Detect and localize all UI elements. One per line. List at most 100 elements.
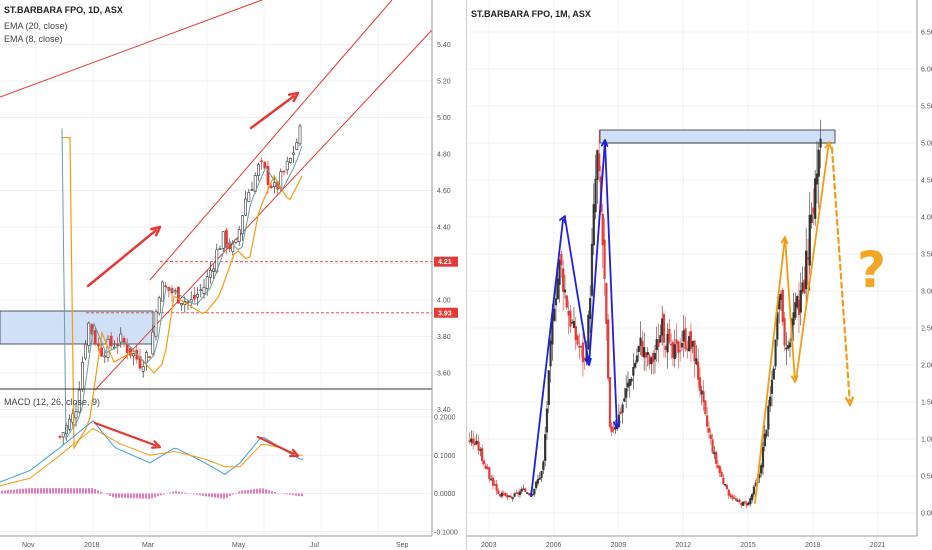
monthly-candle bbox=[524, 488, 527, 493]
price-axis-label: 3.60 bbox=[437, 371, 451, 378]
orange-swing-arrow-3 bbox=[795, 144, 830, 381]
monthly-candle bbox=[738, 499, 741, 502]
daily-candle bbox=[272, 182, 276, 187]
monthly-candle bbox=[646, 352, 649, 356]
orange-swing-arrow-1 bbox=[754, 239, 786, 504]
level-tag-bg bbox=[434, 307, 458, 318]
time-axis-label: 2006 bbox=[546, 542, 562, 549]
monthly-candle bbox=[677, 341, 680, 353]
price-axis-label: 1.50 bbox=[921, 400, 932, 407]
monthly-candle bbox=[643, 347, 646, 358]
monthly-candle bbox=[553, 308, 556, 321]
monthly-candle bbox=[484, 465, 487, 469]
price-axis-label: 3.00 bbox=[921, 289, 932, 296]
monthly-candle bbox=[742, 501, 745, 506]
monthly-candle bbox=[806, 257, 810, 260]
daily-candle bbox=[58, 436, 62, 438]
monthly-candle bbox=[679, 350, 682, 352]
bullish-arrow-2-head bbox=[287, 91, 300, 103]
monthly-candle bbox=[783, 318, 786, 346]
monthly-candle bbox=[725, 484, 729, 490]
ema8-legend[interactable]: EMA (8, close) bbox=[4, 34, 63, 44]
price-axis-label: 0.50 bbox=[921, 474, 932, 481]
monthly-candle bbox=[574, 325, 577, 340]
macd-line bbox=[0, 420, 303, 483]
price-axis-label: 5.40 bbox=[437, 42, 451, 49]
daily-candle bbox=[228, 243, 232, 249]
monthly-candle bbox=[684, 328, 687, 350]
daily-candle bbox=[260, 160, 264, 163]
monthly-candle bbox=[680, 342, 684, 348]
signal-line bbox=[0, 427, 303, 487]
daily-candle bbox=[151, 331, 155, 355]
monthly-candle bbox=[761, 446, 765, 468]
daily-candle bbox=[129, 348, 132, 356]
time-axis-label: 2003 bbox=[481, 542, 497, 549]
daily-candle bbox=[250, 189, 254, 191]
time-axis-label: 2021 bbox=[870, 542, 886, 549]
daily-candle bbox=[74, 411, 78, 419]
daily-candle bbox=[125, 344, 129, 354]
monthly-candle bbox=[815, 173, 819, 185]
monthly-candle bbox=[731, 495, 734, 499]
monthly-candle bbox=[589, 298, 592, 319]
daily-candle bbox=[154, 311, 158, 337]
monthly-candle bbox=[668, 328, 671, 343]
monthly-candle bbox=[623, 398, 626, 402]
monthly-candle bbox=[538, 477, 541, 480]
monthly-candle bbox=[670, 343, 673, 346]
daily-candle bbox=[180, 303, 184, 306]
daily-candle bbox=[186, 301, 190, 304]
monthly-candle bbox=[727, 489, 730, 496]
monthly-candle bbox=[787, 345, 790, 349]
daily-candle bbox=[132, 353, 136, 357]
time-axis-label: Mar bbox=[142, 542, 155, 549]
monthly-candle bbox=[509, 496, 513, 498]
monthly-candle bbox=[695, 358, 698, 365]
price-axis-label: 4.00 bbox=[437, 298, 451, 305]
monthly-chart-title[interactable]: ST.BARBARA FPO, 1M, ASX bbox=[471, 9, 591, 19]
daily-chart-canvas[interactable]: 5.405.205.004.804.604.404.204.003.803.60… bbox=[0, 0, 466, 550]
monthly-candle bbox=[495, 483, 498, 491]
monthly-candle bbox=[770, 379, 774, 394]
monthly-candle bbox=[587, 314, 590, 349]
monthly-candle bbox=[747, 502, 750, 505]
macd-legend[interactable]: MACD (12, 26, close, 9) bbox=[4, 397, 101, 407]
price-axis-label: 2.00 bbox=[921, 363, 932, 370]
daily-chart-panel[interactable]: 5.405.205.004.804.604.404.204.003.803.60… bbox=[0, 0, 466, 550]
time-axis-label: 2018 bbox=[84, 542, 100, 549]
daily-candle bbox=[116, 344, 120, 346]
price-axis-label: 0.00 bbox=[921, 511, 932, 518]
monthly-candle bbox=[477, 441, 480, 451]
daily-chart-title[interactable]: ST.BARBARA FPO, 1D, ASX bbox=[4, 5, 123, 15]
monthly-candle bbox=[749, 498, 752, 504]
monthly-candle bbox=[634, 362, 637, 368]
daily-candle bbox=[61, 432, 65, 438]
monthly-candle bbox=[671, 342, 675, 358]
ema20-legend[interactable]: EMA (20, close) bbox=[4, 21, 68, 31]
daily-candle bbox=[218, 248, 222, 250]
monthly-candle bbox=[639, 337, 642, 346]
orange-swing-arrow-2 bbox=[784, 236, 796, 380]
monthly-candle bbox=[655, 338, 658, 351]
daily-candle bbox=[241, 215, 244, 235]
monthly-candle bbox=[801, 282, 804, 292]
price-axis-label: 2.50 bbox=[921, 326, 932, 333]
monthly-candle bbox=[592, 204, 595, 246]
monthly-chart-canvas[interactable]: 6.50 6.00 5.50 5.00 4.50 4.00 3.50 3.00 2.50 2.00… bbox=[467, 0, 932, 550]
monthly-candle bbox=[779, 294, 783, 301]
monthly-candle bbox=[500, 492, 504, 497]
monthly-candle bbox=[565, 295, 568, 308]
monthly-chart-panel[interactable]: 6.50 6.00 5.50 5.00 4.50 4.00 3.50 3.00 2.50 2.00… bbox=[466, 0, 932, 550]
blue-swing-arrow-3-head bbox=[600, 139, 609, 147]
monthly-candle bbox=[718, 465, 721, 473]
ema20-line bbox=[62, 136, 303, 450]
monthly-candle bbox=[580, 345, 583, 348]
monthly-candle bbox=[797, 299, 801, 315]
monthly-candle bbox=[743, 501, 747, 503]
monthly-candle bbox=[520, 489, 523, 492]
monthly-candle bbox=[796, 296, 799, 308]
monthly-candle bbox=[666, 333, 669, 353]
monthly-candle bbox=[706, 415, 709, 427]
ema8-line bbox=[61, 128, 303, 441]
